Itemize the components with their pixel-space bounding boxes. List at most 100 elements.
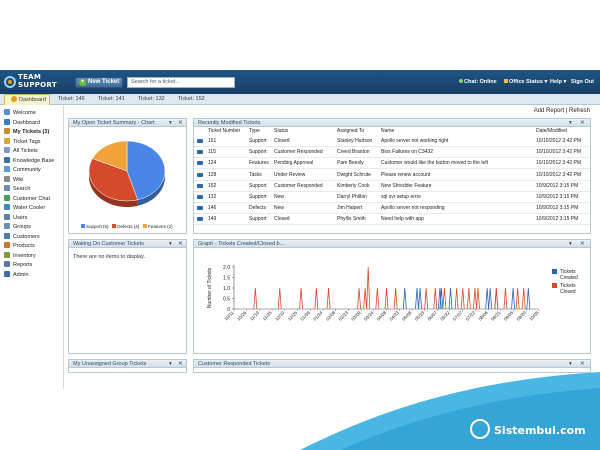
y-tick-label: 1.5 xyxy=(223,276,230,282)
column-header[interactable]: Name xyxy=(381,128,395,134)
panel-title: My Open Ticket Summary - Chart xyxy=(73,120,155,126)
ticket-icon xyxy=(197,206,203,211)
column-header[interactable]: Ticket Number xyxy=(208,128,241,134)
sidebar-item-community[interactable]: Community xyxy=(4,166,41,174)
search-input[interactable]: Search for a ticket... xyxy=(127,77,235,88)
sidebar-item-label: Welcome xyxy=(13,110,36,116)
waiting-on-customer-panel: Waiting On Customer Tickets ▾ ✕ There ar… xyxy=(68,239,187,354)
sidebar-item-products[interactable]: Products xyxy=(4,242,35,250)
sidebar-item-all-tickets[interactable]: All Tickets xyxy=(4,147,38,155)
table-row[interactable]: 146 Defects New Jim Halpert Apollo server no… xyxy=(194,203,590,215)
sign-out-link[interactable]: Sign Out xyxy=(571,79,594,85)
close-icon[interactable]: ✕ xyxy=(178,361,183,367)
sidebar-icon xyxy=(4,194,10,201)
table-row[interactable]: 151 Support Closed Stanley Hudson Apollo ser… xyxy=(194,136,590,147)
sidebar-icon xyxy=(4,213,10,220)
refresh-link[interactable]: Refresh xyxy=(568,108,590,114)
sidebar-item-customers[interactable]: Customers xyxy=(4,232,40,241)
close-icon[interactable]: ✕ xyxy=(178,120,183,126)
table-cell: 115 xyxy=(208,149,216,156)
series-spike-created xyxy=(415,287,419,310)
add-report-link[interactable]: Add Report xyxy=(533,108,565,114)
table-row[interactable]: 124 Features Pending Approval Pam Beesly Cus… xyxy=(194,158,590,170)
sidebar-icon xyxy=(4,118,10,125)
series-spike-closed xyxy=(466,287,471,310)
chat-status-menu[interactable]: Chat: Online xyxy=(459,79,497,85)
pie-slice-defects[interactable] xyxy=(88,158,139,202)
collapse-icon[interactable]: ▾ xyxy=(169,241,172,247)
sidebar-icon xyxy=(4,270,10,277)
sidebar-item-knowledge-base[interactable]: Knowledge Base xyxy=(4,156,54,165)
sidebar-item-water-cooler[interactable]: Water Cooler xyxy=(4,204,45,212)
tab-label: Ticket: 141 xyxy=(98,96,125,102)
sidebar-item-wiki[interactable]: Wiki xyxy=(4,175,23,184)
close-icon[interactable]: ✕ xyxy=(178,241,183,247)
sidebar-item-groups[interactable]: Groups xyxy=(4,223,31,231)
sidebar-item-inventory[interactable]: Inventory xyxy=(4,251,36,260)
table-cell: Closed xyxy=(274,138,290,144)
sidebar-item-admin[interactable]: Admin xyxy=(4,270,29,279)
column-header[interactable]: Status xyxy=(274,128,289,134)
close-icon[interactable]: ✕ xyxy=(580,120,585,126)
sidebar-item-welcome[interactable]: Welcome xyxy=(4,109,36,117)
pie-slice-support[interactable] xyxy=(126,140,166,201)
sidebar-item-label: My Tickets (3) xyxy=(13,129,50,135)
series-spike-closed xyxy=(384,287,389,310)
table-row[interactable]: 115 Support Customer Responded Creed Branto… xyxy=(194,147,590,159)
table-cell: Closed xyxy=(274,216,290,223)
tab-ticket-146[interactable]: Ticket: 146 xyxy=(52,94,92,105)
ticket-icon xyxy=(197,139,203,143)
collapse-icon[interactable]: ▾ xyxy=(569,241,572,247)
sidebar-icon xyxy=(4,156,10,163)
tab-ticket-152[interactable]: Ticket: 152 xyxy=(172,94,212,105)
tab-ticket-132[interactable]: Ticket: 132 xyxy=(132,94,172,105)
tab-ticket-141[interactable]: Ticket: 141 xyxy=(92,94,132,105)
office-status-menu[interactable]: Office Status ▾ xyxy=(504,79,547,85)
app-logo[interactable]: TEAM SUPPORT xyxy=(4,73,66,91)
ticket-icon xyxy=(197,217,203,222)
table-cell: Creed Branton xyxy=(337,149,370,156)
pie-slice-side xyxy=(89,169,138,207)
collapse-icon[interactable]: ▾ xyxy=(569,361,572,367)
sidebar-item-label: Water Cooler xyxy=(13,205,46,211)
table-cell: Kimberly Cook xyxy=(337,182,370,189)
panel-header: Recently Modified Tickets ▾ ✕ xyxy=(194,119,590,127)
table-cell: Darryl Philbin xyxy=(337,194,367,200)
column-header[interactable]: Type xyxy=(249,128,260,134)
close-icon[interactable]: ✕ xyxy=(580,361,585,367)
sidebar-icon xyxy=(4,185,10,191)
legend-label: Tickets Closed xyxy=(560,283,576,295)
y-tick-label: 2.0 xyxy=(223,265,230,271)
sidebar-item-my-tickets-3[interactable]: My Tickets (3) xyxy=(4,128,49,136)
table-cell: 152 xyxy=(208,182,217,189)
tab-label: Ticket: 152 xyxy=(178,96,205,102)
column-header[interactable]: Date/Modified xyxy=(536,128,567,134)
sidebar-item-customer-chat[interactable]: Customer Chat xyxy=(4,194,50,203)
sidebar-item-reports[interactable]: Reports xyxy=(4,261,32,269)
collapse-icon[interactable]: ▾ xyxy=(569,120,572,126)
sidebar-item-ticket-tags[interactable]: Ticket Tags xyxy=(4,137,41,146)
table-row[interactable]: 152 Support Customer Responded Kimberly Coo… xyxy=(194,181,590,192)
sidebar-item-search[interactable]: Search xyxy=(4,185,30,193)
sidebar-item-dashboard[interactable]: Dashboard xyxy=(4,118,40,127)
table-row[interactable]: 149 Support Closed Phyllis Smith Need help w… xyxy=(194,214,590,226)
new-ticket-button[interactable]: + New Ticket xyxy=(75,77,123,88)
collapse-icon[interactable]: ▾ xyxy=(169,120,172,126)
column-header[interactable]: Assigned To xyxy=(337,128,365,134)
sidebar-item-users[interactable]: Users xyxy=(4,213,27,222)
help-menu[interactable]: Help ▾ xyxy=(550,79,566,85)
close-icon[interactable]: ✕ xyxy=(580,241,585,247)
pie-slice-features[interactable] xyxy=(92,140,128,172)
x-tick-label: 03/24 xyxy=(363,310,375,322)
table-cell: 151 xyxy=(208,138,217,144)
table-cell: Customer would like the button moved to … xyxy=(381,160,489,167)
table-row[interactable]: 132 Support New Darryl Philbin sql svr setup… xyxy=(194,192,590,203)
collapse-icon[interactable]: ▾ xyxy=(169,361,172,367)
panel-header: My Unassigned Group Tickets ▾ ✕ xyxy=(69,360,186,368)
sidebar-item-label: Community xyxy=(13,167,41,173)
series-spike-created xyxy=(526,287,531,310)
series-spike-created xyxy=(402,287,407,310)
table-row[interactable]: 128 Tasks Under Review Dwight Schrute Please… xyxy=(194,170,590,181)
tab-dashboard[interactable]: Dashboard xyxy=(4,94,50,105)
